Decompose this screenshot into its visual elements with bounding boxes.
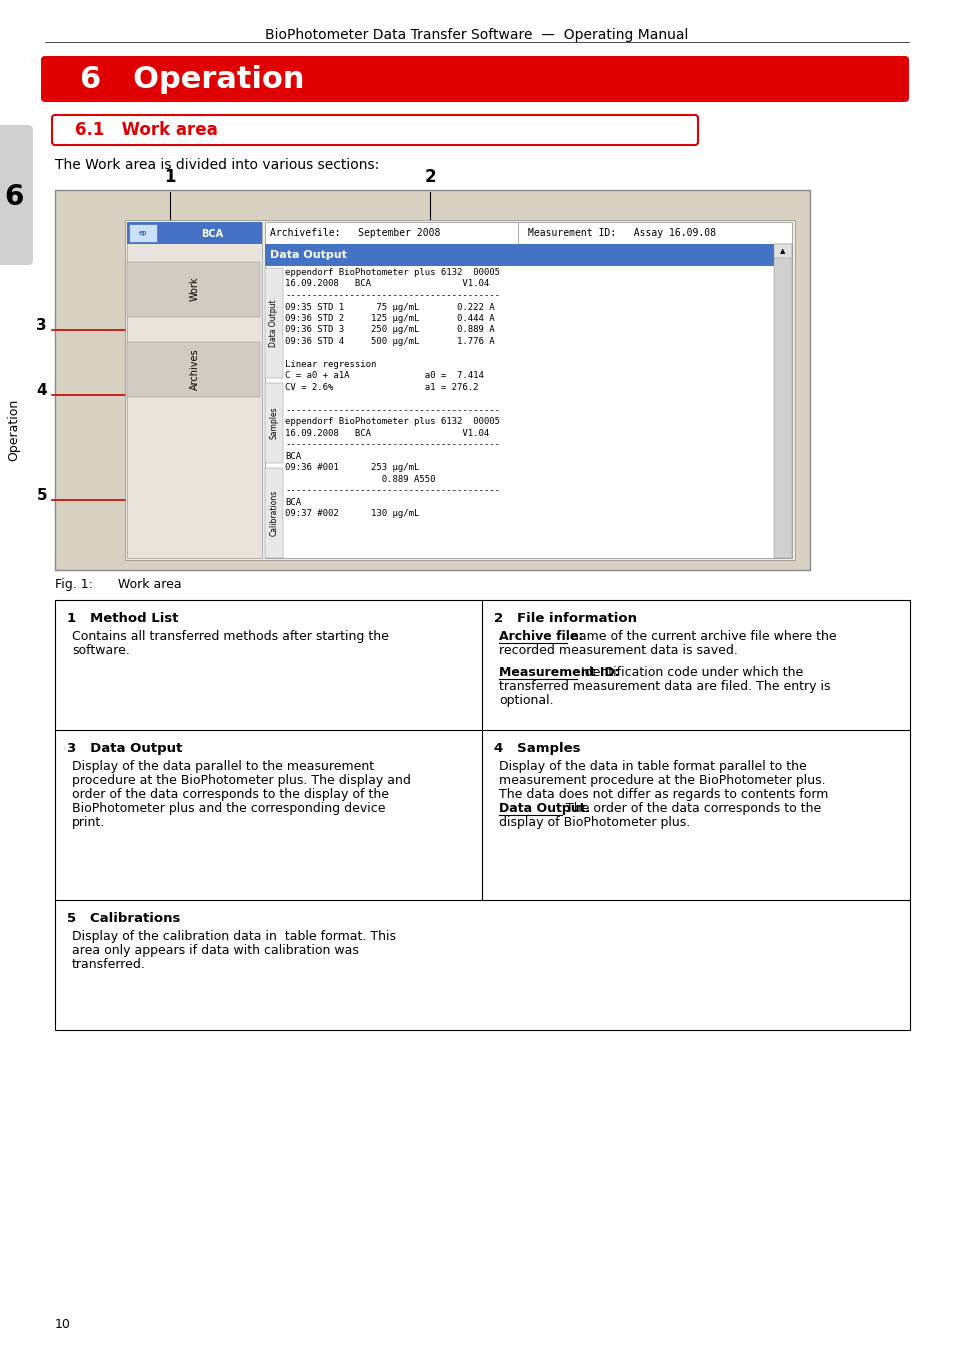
Text: Data Output: Data Output	[270, 250, 347, 261]
Text: measurement procedure at the BioPhotometer plus.: measurement procedure at the BioPhotomet…	[499, 774, 825, 787]
Text: Archivefile:   September 2008: Archivefile: September 2008	[270, 228, 440, 238]
Text: ----------------------------------------: ----------------------------------------	[285, 486, 499, 495]
Text: Archives: Archives	[190, 348, 199, 390]
Text: Identification code under which the: Identification code under which the	[577, 666, 803, 679]
Text: 3   Data Output: 3 Data Output	[67, 743, 182, 755]
Text: ep: ep	[138, 230, 147, 236]
Text: Contains all transferred methods after starting the: Contains all transferred methods after s…	[71, 630, 389, 643]
Text: 09:36 STD 2     125 μg/mL       0.444 A: 09:36 STD 2 125 μg/mL 0.444 A	[285, 315, 494, 323]
Text: ----------------------------------------: ----------------------------------------	[285, 406, 499, 414]
Text: eppendorf BioPhotometer plus 6132  00005: eppendorf BioPhotometer plus 6132 00005	[285, 417, 499, 427]
Text: print.: print.	[71, 815, 105, 829]
Bar	[773, 244, 791, 258]
Text: The Work area is divided into various sections:: The Work area is divided into various se…	[55, 158, 379, 171]
Bar	[129, 224, 157, 242]
Text: BioPhotometer Data Transfer Software  —  Operating Manual: BioPhotometer Data Transfer Software — O…	[265, 28, 688, 42]
Bar	[265, 221, 791, 558]
Text: C = a0 + a1A              a0 =  7.414: C = a0 + a1A a0 = 7.414	[285, 371, 483, 381]
Bar	[127, 221, 262, 244]
Text: name of the current archive file where the: name of the current archive file where t…	[566, 630, 836, 643]
Bar	[127, 262, 260, 317]
Text: ----------------------------------------: ----------------------------------------	[285, 440, 499, 450]
Text: 1: 1	[164, 167, 175, 186]
Text: ▲: ▲	[780, 248, 785, 254]
Bar	[265, 244, 773, 266]
Text: BioPhotometer plus and the corresponding device: BioPhotometer plus and the corresponding…	[71, 802, 385, 815]
Bar	[265, 269, 283, 378]
Text: Data Output: Data Output	[269, 300, 278, 347]
Text: Calibrations: Calibrations	[269, 490, 278, 536]
Text: Samples: Samples	[269, 406, 278, 439]
FancyBboxPatch shape	[52, 115, 698, 144]
Text: 6   Operation: 6 Operation	[80, 65, 304, 93]
Text: optional.: optional.	[499, 694, 554, 707]
Text: The order of the data corresponds to the: The order of the data corresponds to the	[561, 802, 821, 815]
Bar	[55, 599, 909, 1030]
Text: 5   Calibrations: 5 Calibrations	[67, 913, 180, 925]
FancyBboxPatch shape	[0, 126, 33, 265]
Text: Fig. 1:  Work area: Fig. 1: Work area	[55, 578, 181, 591]
Text: 0.889 A550: 0.889 A550	[285, 475, 435, 485]
Text: The data does not differ as regards to contents form: The data does not differ as regards to c…	[499, 788, 828, 801]
Text: Data Output.: Data Output.	[499, 802, 590, 815]
Bar	[127, 221, 262, 558]
Text: transferred.: transferred.	[71, 958, 146, 971]
Text: 4   Samples: 4 Samples	[494, 743, 580, 755]
Text: Measurement ID:   Assay 16.09.08: Measurement ID: Assay 16.09.08	[527, 228, 716, 238]
Text: 09:35 STD 1      75 μg/mL       0.222 A: 09:35 STD 1 75 μg/mL 0.222 A	[285, 302, 494, 312]
Text: Operation: Operation	[8, 398, 20, 462]
Text: Display of the calibration data in  table format. This: Display of the calibration data in table…	[71, 930, 395, 944]
Text: Display of the data parallel to the measurement: Display of the data parallel to the meas…	[71, 760, 374, 774]
Text: Archive file:: Archive file:	[499, 630, 583, 643]
Bar	[773, 244, 791, 558]
Text: Linear regression: Linear regression	[285, 360, 376, 369]
Text: Work: Work	[190, 277, 199, 301]
Bar	[265, 383, 283, 463]
Text: 6.1   Work area: 6.1 Work area	[75, 122, 217, 139]
Text: procedure at the BioPhotometer plus. The display and: procedure at the BioPhotometer plus. The…	[71, 774, 411, 787]
Text: 16.09.2008   BCA                 V1.04: 16.09.2008 BCA V1.04	[285, 429, 489, 437]
Text: BCA: BCA	[285, 452, 301, 460]
Text: Display of the data in table format parallel to the: Display of the data in table format para…	[499, 760, 806, 774]
Text: software.: software.	[71, 644, 130, 657]
Bar	[265, 468, 283, 558]
Bar	[127, 342, 260, 397]
Text: 09:36 #001      253 μg/mL: 09:36 #001 253 μg/mL	[285, 463, 419, 472]
Text: 5: 5	[36, 487, 47, 504]
Text: 2   File information: 2 File information	[494, 612, 637, 625]
Text: recorded measurement data is saved.: recorded measurement data is saved.	[499, 644, 738, 657]
Text: area only appears if data with calibration was: area only appears if data with calibrati…	[71, 944, 358, 957]
Text: transferred measurement data are filed. The entry is: transferred measurement data are filed. …	[499, 680, 830, 693]
Bar	[55, 190, 809, 570]
Text: display of BioPhotometer plus.: display of BioPhotometer plus.	[499, 815, 690, 829]
Text: 2: 2	[424, 167, 436, 186]
Text: 10: 10	[55, 1318, 71, 1331]
Bar	[125, 220, 794, 560]
FancyBboxPatch shape	[41, 55, 908, 103]
Text: 09:37 #002      130 μg/mL: 09:37 #002 130 μg/mL	[285, 509, 419, 518]
Text: BCA: BCA	[285, 498, 301, 508]
Text: 6: 6	[5, 184, 24, 211]
Text: 09:36 STD 3     250 μg/mL       0.889 A: 09:36 STD 3 250 μg/mL 0.889 A	[285, 325, 494, 335]
Text: 3: 3	[36, 319, 47, 333]
Text: BCA: BCA	[201, 230, 223, 239]
Text: ----------------------------------------: ----------------------------------------	[285, 292, 499, 300]
Text: Measurement ID:: Measurement ID:	[499, 666, 619, 679]
Text: 1   Method List: 1 Method List	[67, 612, 178, 625]
Text: CV = 2.6%                 a1 = 276.2: CV = 2.6% a1 = 276.2	[285, 383, 478, 392]
Text: eppendorf BioPhotometer plus 6132  00005: eppendorf BioPhotometer plus 6132 00005	[285, 269, 499, 277]
Text: 09:36 STD 4     500 μg/mL       1.776 A: 09:36 STD 4 500 μg/mL 1.776 A	[285, 338, 494, 346]
Text: order of the data corresponds to the display of the: order of the data corresponds to the dis…	[71, 788, 389, 801]
Text: 16.09.2008   BCA                 V1.04: 16.09.2008 BCA V1.04	[285, 279, 489, 289]
Text: 4: 4	[36, 383, 47, 398]
